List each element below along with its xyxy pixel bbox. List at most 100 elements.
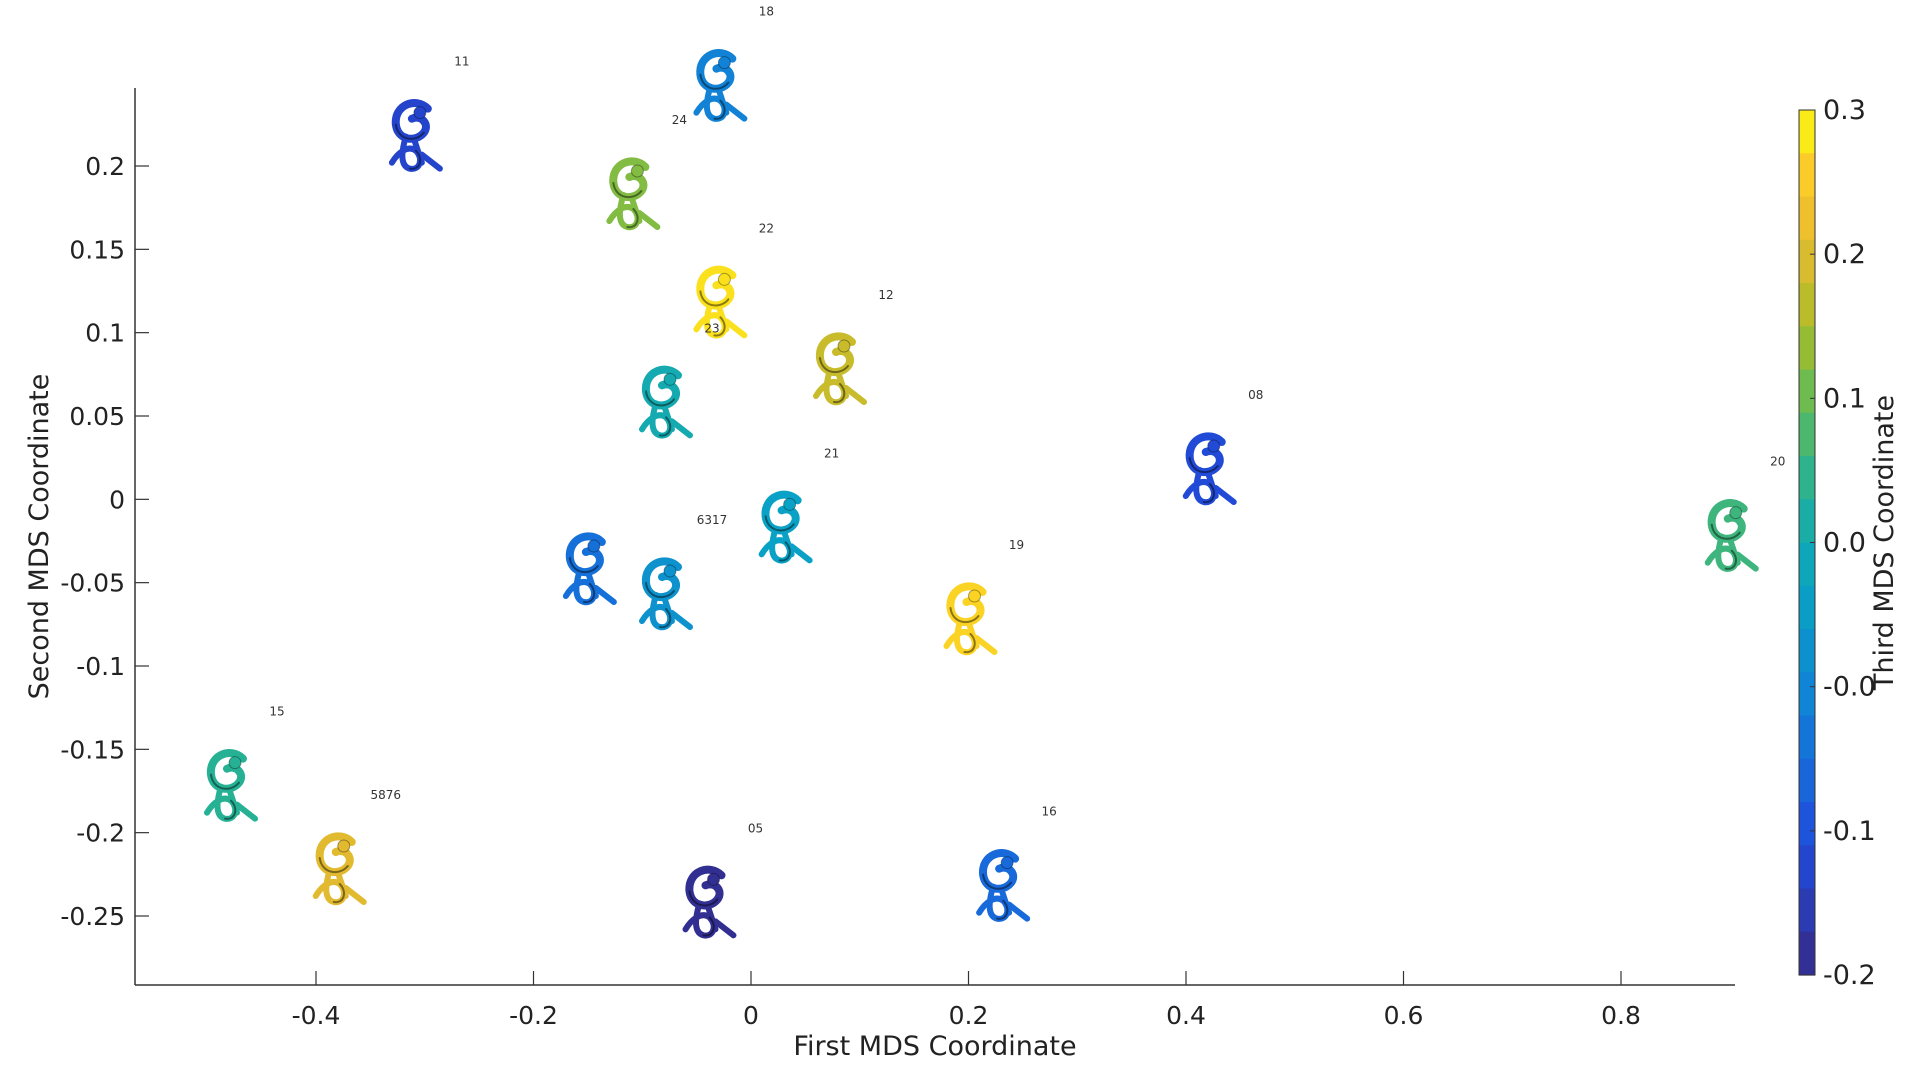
- semicircular-canals: [312, 867, 367, 906]
- cochlea-shading: [819, 357, 849, 404]
- x-tick-label: 0.6: [1384, 1001, 1424, 1030]
- colorbar-title: Third MDS Coordinate: [1869, 395, 1900, 691]
- x-axis-title: First MDS Coordinate: [793, 1031, 1076, 1062]
- cochlea-apex: [1207, 439, 1221, 453]
- data-point: [312, 832, 367, 906]
- cochlea-shading: [699, 290, 730, 337]
- point-label: 22: [759, 221, 774, 235]
- colorbar-tick-label: 0.0: [1823, 528, 1866, 559]
- cochlea-apex: [783, 497, 797, 511]
- cochlea-apex: [663, 564, 677, 578]
- point-label: 12: [878, 288, 893, 302]
- data-point: [1182, 432, 1237, 506]
- colorbar-tick-label: 0.2: [1823, 239, 1866, 270]
- cochlea-apex: [707, 872, 720, 886]
- colorbar-segment: [1799, 239, 1815, 284]
- x-tick-label: 0: [743, 1001, 759, 1030]
- y-tick-label: 0.2: [85, 152, 125, 181]
- data-point: [639, 557, 693, 631]
- y-axis-title: Second MDS Coordinate: [24, 374, 55, 700]
- point-label: 08: [1248, 388, 1263, 402]
- cochlea-shading: [645, 390, 675, 437]
- cochlea-shading: [764, 515, 795, 562]
- colorbar-segment: [1799, 369, 1815, 414]
- y-tick-label: 0.1: [85, 319, 125, 348]
- colorbar-tick-label: -0.1: [1823, 816, 1876, 847]
- colorbar-tick-label: 0.1: [1823, 383, 1866, 414]
- cochlea-shading: [1710, 523, 1741, 570]
- data-point: [606, 157, 661, 231]
- cochlea-shading: [645, 582, 675, 629]
- y-tick-label: -0.25: [60, 902, 125, 931]
- point-label: 11: [454, 55, 469, 69]
- y-tick-label: 0.15: [69, 235, 125, 264]
- data-points: 11 18 24 22 12 23 08 21 20 6317 19 15 5876 05 16: [204, 5, 1785, 939]
- semicircular-canals: [639, 400, 693, 439]
- data-point: [693, 265, 748, 339]
- cochlea-apex: [968, 589, 981, 603]
- semicircular-canals: [1182, 467, 1237, 506]
- semicircular-canals: [693, 300, 748, 339]
- data-point: [976, 849, 1031, 922]
- cochlea-shading: [1188, 457, 1219, 504]
- point-label: 24: [672, 113, 687, 127]
- colorbar-segment: [1799, 845, 1815, 890]
- colorbar-segment: [1799, 196, 1815, 241]
- cochlea-shading: [318, 857, 349, 904]
- colorbar-segment: [1799, 802, 1815, 846]
- data-point: [682, 865, 737, 939]
- point-label: 6317: [697, 513, 728, 527]
- colorbar-segment: [1799, 542, 1815, 587]
- y-tick-label: -0.2: [76, 819, 125, 848]
- semicircular-canals: [1704, 533, 1759, 572]
- data-point: [943, 582, 998, 656]
- data-point: [204, 749, 258, 822]
- cochlea-shading: [688, 890, 719, 937]
- cochlea-shading: [210, 773, 240, 820]
- colorbar-segment: [1799, 629, 1815, 673]
- semicircular-canals: [606, 192, 661, 231]
- y-tick-label: -0.05: [60, 569, 125, 598]
- cochlea-apex: [1729, 506, 1743, 520]
- point-label: 05: [748, 821, 763, 835]
- cochlea-apex: [630, 164, 644, 178]
- data-point: [758, 490, 813, 564]
- colorbar-tick-label: 0.3: [1823, 95, 1866, 126]
- cochlea-apex: [587, 539, 601, 553]
- data-point: [562, 532, 617, 606]
- cochlea-shading: [949, 607, 980, 654]
- point-label: 23: [704, 321, 719, 335]
- colorbar-tick-label: -0.2: [1823, 960, 1876, 991]
- colorbar-segment: [1799, 283, 1815, 327]
- y-tick-label: -0.15: [60, 735, 125, 764]
- semicircular-canals: [693, 83, 748, 122]
- semicircular-canals: [562, 567, 617, 606]
- semicircular-canals: [639, 592, 693, 631]
- data-point: [388, 99, 443, 172]
- colorbar-tick-label: -0.0: [1823, 672, 1876, 703]
- cochlea-apex: [663, 372, 677, 386]
- cochlea-apex: [228, 756, 242, 770]
- semicircular-canals: [813, 367, 867, 406]
- cochlea-apex: [837, 339, 851, 353]
- colorbar-segment: [1799, 758, 1815, 803]
- x-tick-label: 0.4: [1166, 1001, 1206, 1030]
- point-label: 19: [1009, 538, 1024, 552]
- y-tick-label: -0.1: [76, 652, 125, 681]
- point-label: 21: [824, 446, 839, 460]
- cochlea-apex: [337, 839, 351, 853]
- cochlea-shading: [568, 557, 599, 604]
- cochlea-shading: [612, 182, 643, 229]
- point-label: 20: [1770, 455, 1785, 469]
- colorbar-segment: [1799, 931, 1815, 976]
- colorbar-segment: [1799, 888, 1815, 933]
- cochlea-apex: [413, 106, 427, 120]
- colorbar-segment: [1799, 110, 1815, 154]
- colorbar-segment: [1799, 715, 1815, 760]
- y-tick-label: 0: [109, 485, 125, 514]
- cochlea-shading: [394, 123, 425, 170]
- colorbar: 0.3 0.2 0.1 0.0 -0.0 -0.1 -0.2: [1798, 95, 1876, 991]
- cochlea-apex: [717, 272, 731, 286]
- colorbar-segment: [1799, 672, 1815, 717]
